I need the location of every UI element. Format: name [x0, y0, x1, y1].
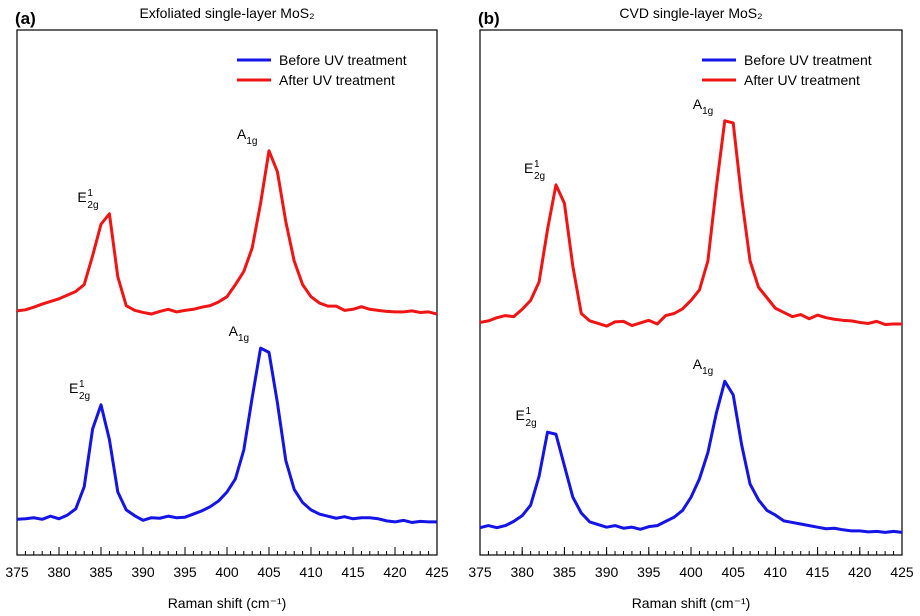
x-tick-label: 405 [257, 564, 281, 580]
peak-label-sub: 1g [238, 333, 249, 344]
peak-label-base: E [516, 407, 525, 423]
x-tick-label: 375 [5, 564, 29, 580]
chart-title: CVD single-layer MoS₂ [619, 5, 762, 21]
series-line [16, 346, 437, 524]
x-tick-label: 395 [637, 564, 661, 580]
peak-label-base: A [693, 356, 703, 372]
legend-label: Before UV treatment [744, 52, 872, 68]
x-tick-label: 385 [89, 564, 113, 580]
panel-label: (b) [478, 9, 500, 28]
chart-title: Exfoliated single-layer MoS₂ [139, 5, 314, 21]
x-tick-label: 410 [764, 564, 788, 580]
peak-label: A1g [693, 356, 713, 377]
series-line [479, 119, 902, 328]
x-tick-label: 410 [299, 564, 323, 580]
x-axis-label: Raman shift (cm⁻¹) [168, 595, 287, 611]
plot-frame [16, 29, 438, 556]
peak-label: E1 2g [524, 159, 545, 182]
peak-label-base: A [237, 126, 247, 142]
peak-label: A1g [229, 323, 249, 344]
peak-label-sub: 2g [87, 200, 98, 211]
series-line [16, 149, 438, 316]
x-tick-label: 425 [425, 564, 449, 580]
peak-label-sup: 1 [79, 379, 85, 390]
x-tick-label: 380 [511, 564, 535, 580]
peak-label-sup: 1 [534, 159, 540, 170]
x-tick-label: 375 [468, 564, 492, 580]
peak-label: E1 2g [516, 406, 537, 429]
x-tick-label: 415 [806, 564, 830, 580]
x-tick-label: 400 [679, 564, 703, 580]
peak-label-base: A [229, 323, 239, 339]
legend-label: Before UV treatment [279, 52, 407, 68]
x-tick-label: 390 [595, 564, 619, 580]
peak-label: A1g [237, 126, 257, 147]
peak-label-sup: 1 [526, 406, 532, 417]
x-tick-label: 405 [722, 564, 746, 580]
x-tick-label: 395 [173, 564, 197, 580]
x-tick-label: 380 [47, 564, 71, 580]
x-tick-label: 385 [553, 564, 577, 580]
legend-label: After UV treatment [744, 72, 860, 88]
x-tick-label: 400 [215, 564, 239, 580]
peak-label-sup: 1 [87, 188, 93, 199]
peak-label-base: E [77, 189, 86, 205]
peak-label: A1g [693, 96, 713, 117]
x-tick-label: 420 [848, 564, 872, 580]
peak-label-sub: 1g [246, 136, 257, 147]
peak-label-base: E [69, 380, 78, 396]
peak-label-sub: 2g [526, 418, 537, 429]
peak-label-base: A [693, 96, 703, 112]
x-tick-label: 390 [131, 564, 155, 580]
plot-frame [479, 29, 903, 556]
peak-label-sub: 1g [702, 366, 713, 377]
series-line [479, 379, 903, 534]
peak-label: E1 2g [77, 188, 98, 211]
x-tick-label: 425 [890, 564, 914, 580]
x-tick-label: 420 [383, 564, 407, 580]
peak-label: E1 2g [69, 379, 90, 402]
x-tick-label: 415 [341, 564, 365, 580]
panel-label: (a) [15, 9, 36, 28]
panel: (a) Exfoliated single-layer MoS₂ 375 380 385… [5, 5, 449, 611]
peak-label-sub: 2g [534, 171, 545, 182]
peak-label-sub: 1g [702, 106, 713, 117]
peak-label-base: E [524, 160, 533, 176]
peak-label-sub: 2g [79, 391, 90, 402]
panel: (b) CVD single-layer MoS₂ 375 380 385 390 395 4… [468, 5, 914, 611]
legend-label: After UV treatment [279, 72, 395, 88]
x-axis-label: Raman shift (cm⁻¹) [632, 595, 751, 611]
